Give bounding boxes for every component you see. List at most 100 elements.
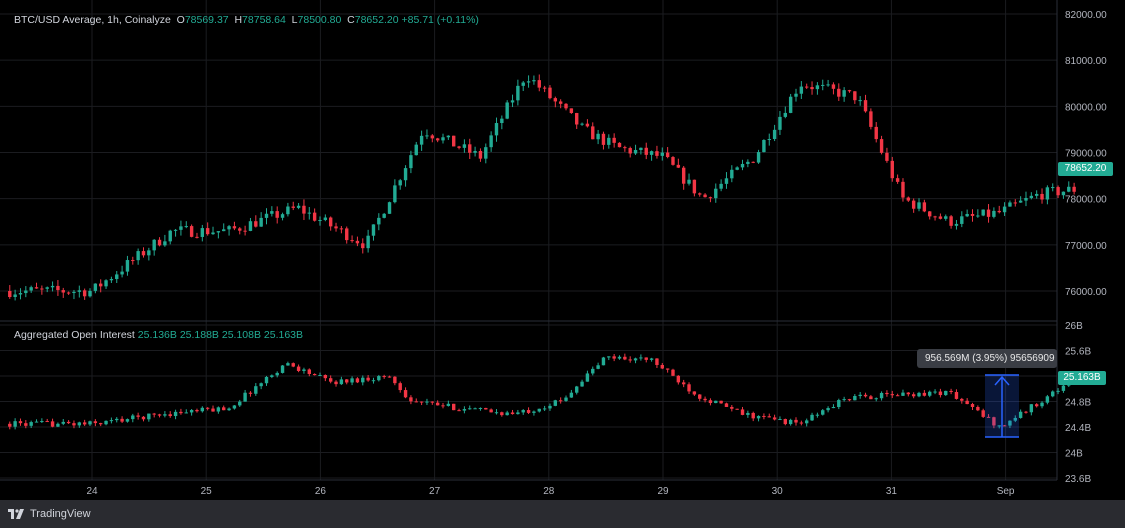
oi-candle bbox=[751, 411, 755, 422]
oi-candle bbox=[660, 363, 664, 370]
price-candle bbox=[708, 196, 713, 203]
price-candle bbox=[296, 203, 301, 210]
oi-candle bbox=[810, 412, 814, 421]
price-tick-label: 82000.00 bbox=[1065, 10, 1107, 21]
price-candle bbox=[280, 212, 285, 221]
price-candle bbox=[944, 214, 948, 221]
oi-legend: Aggregated Open Interest 25.136B 25.188B… bbox=[14, 329, 303, 341]
price-candle bbox=[1040, 188, 1044, 204]
oi-candle bbox=[997, 425, 1001, 429]
oi-candle bbox=[895, 393, 900, 397]
price-candle bbox=[928, 211, 932, 220]
oi-candle bbox=[901, 389, 905, 396]
price-candle bbox=[189, 224, 194, 238]
price-candle bbox=[66, 291, 71, 295]
oi-candle bbox=[345, 378, 349, 385]
price-candle bbox=[398, 178, 402, 190]
price-candle bbox=[339, 226, 344, 234]
oi-candle bbox=[869, 394, 873, 400]
measure-arrow-head bbox=[994, 375, 1010, 386]
price-candle bbox=[163, 234, 167, 247]
price-candle bbox=[853, 91, 857, 104]
oi-candle bbox=[986, 414, 991, 418]
oi-candle bbox=[462, 406, 467, 414]
oi-candle bbox=[1040, 401, 1044, 409]
price-candle bbox=[639, 147, 643, 155]
oi-candle bbox=[938, 388, 943, 398]
oi-candle bbox=[227, 407, 231, 411]
price-candle bbox=[425, 129, 429, 140]
oi-candle bbox=[98, 422, 103, 427]
price-candle bbox=[302, 199, 306, 221]
price-candle bbox=[1013, 199, 1017, 207]
price-candle bbox=[842, 87, 846, 102]
oi-candle bbox=[676, 375, 681, 385]
price-candle bbox=[901, 178, 905, 202]
price-candle bbox=[195, 232, 199, 239]
tradingview-logo[interactable]: TradingView bbox=[8, 508, 91, 520]
low-value: 78500.80 bbox=[297, 14, 342, 26]
oi-candle bbox=[382, 374, 386, 379]
price-candle bbox=[264, 208, 269, 225]
oi-candle bbox=[93, 419, 98, 427]
price-candle bbox=[136, 248, 140, 265]
oi-candle bbox=[366, 375, 370, 382]
time-tick-label: 27 bbox=[429, 486, 441, 497]
price-candle bbox=[8, 285, 12, 299]
oi-candle bbox=[708, 398, 713, 406]
price-candle bbox=[414, 141, 418, 156]
price-candle bbox=[756, 149, 761, 164]
oi-candle bbox=[521, 409, 525, 415]
price-candle bbox=[82, 288, 87, 300]
oi-candle bbox=[596, 362, 600, 370]
price-candle bbox=[1072, 182, 1076, 195]
price-candle bbox=[104, 279, 108, 289]
oi-candle bbox=[259, 382, 263, 390]
oi-candle bbox=[735, 408, 739, 410]
price-candle bbox=[778, 111, 782, 135]
oi-candle bbox=[441, 402, 445, 409]
measure-tool[interactable] bbox=[985, 374, 1019, 438]
oi-candle bbox=[949, 388, 953, 395]
price-candle bbox=[644, 142, 648, 160]
time-tick-label: 29 bbox=[657, 486, 669, 497]
price-candle bbox=[484, 143, 488, 164]
oi-candle bbox=[804, 418, 809, 427]
price-candle bbox=[922, 199, 927, 213]
price-candle bbox=[120, 265, 124, 278]
chart-canvas[interactable]: 82000.00 81000.00 80000.00 79000.00 78000.00… bbox=[0, 0, 1125, 500]
oi-value-2: 25.188B bbox=[179, 329, 219, 341]
price-candle bbox=[874, 122, 878, 143]
price-candle bbox=[222, 223, 226, 232]
oi-candle bbox=[981, 408, 985, 418]
price-candle bbox=[1034, 190, 1039, 199]
oi-candle bbox=[243, 389, 247, 402]
price-candle bbox=[772, 124, 777, 142]
oi-candle bbox=[831, 404, 836, 409]
oi-tick-label: 24B bbox=[1065, 449, 1083, 460]
oi-candle bbox=[1045, 394, 1050, 405]
oi-candle bbox=[799, 420, 804, 426]
oi-candle bbox=[446, 400, 451, 407]
price-candle bbox=[286, 202, 290, 217]
price-candle bbox=[714, 183, 718, 203]
price-candle bbox=[345, 226, 349, 244]
time-tick-label: 31 bbox=[886, 486, 898, 497]
price-candle bbox=[986, 204, 991, 223]
oi-candle bbox=[387, 375, 392, 378]
price-candle bbox=[521, 80, 525, 92]
oi-candle bbox=[821, 409, 825, 416]
price-candle bbox=[184, 221, 188, 229]
price-candle bbox=[542, 85, 547, 93]
price-candle bbox=[526, 75, 531, 88]
price-candle bbox=[783, 106, 788, 119]
price-candle bbox=[532, 75, 536, 85]
oi-candle bbox=[970, 402, 975, 410]
oi-candle bbox=[18, 418, 23, 426]
oi-candle bbox=[944, 390, 948, 396]
oi-candle bbox=[542, 405, 547, 412]
oi-candle bbox=[157, 413, 162, 418]
price-candle bbox=[1061, 191, 1066, 199]
price-candle bbox=[510, 94, 515, 108]
